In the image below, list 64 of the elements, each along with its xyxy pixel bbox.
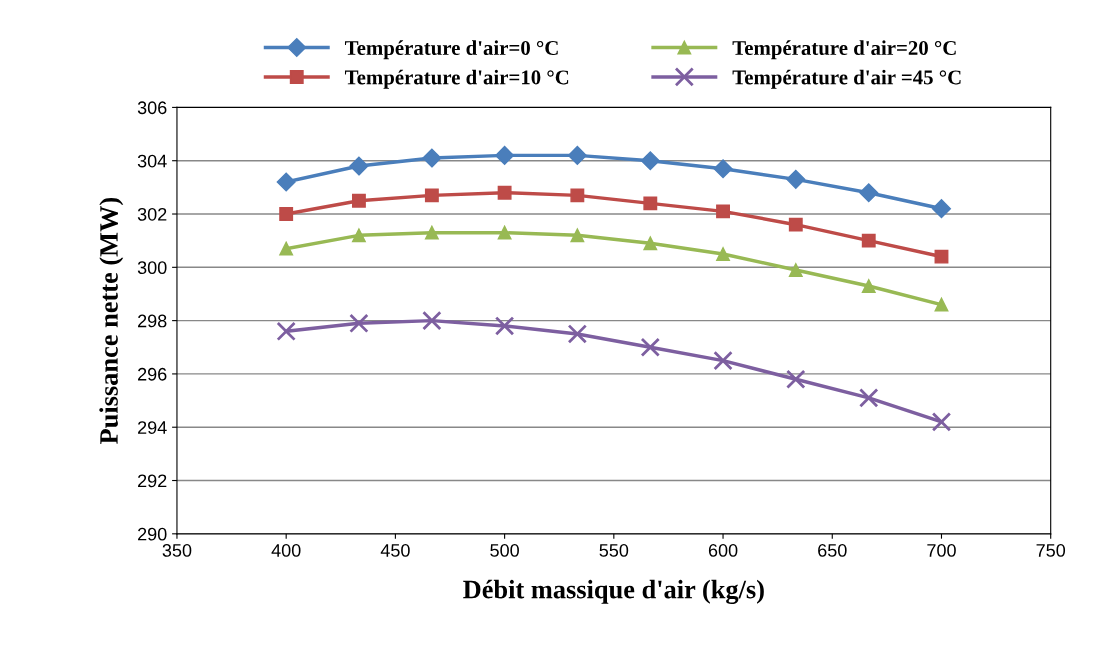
y-tick-label: 304 [137,154,167,168]
x-tick-label: 600 [708,544,738,557]
legend-label: Température d'air=10 °C [345,69,569,89]
y-tick-label: 302 [137,207,167,221]
point [859,183,879,203]
point [424,188,439,203]
y-tick-label: 300 [137,261,167,275]
point [422,148,442,168]
point [497,185,512,200]
point [279,241,294,256]
x-tick-label: 750 [1036,544,1066,557]
x-tick-label: 350 [162,544,192,557]
point [424,225,439,240]
y-tick-label: 290 [138,527,167,541]
y-tick-label: 296 [138,367,167,381]
point [643,196,658,211]
point [786,169,806,189]
point [349,156,369,176]
point [931,412,952,432]
point [351,228,366,243]
y-tick-label: 298 [138,314,167,328]
x-tick-label: 500 [490,544,519,557]
x-tick-label: 400 [271,544,301,557]
point [859,388,879,408]
point [713,159,733,179]
point [788,217,803,232]
point [567,145,587,165]
point [570,188,585,203]
point [497,225,512,240]
point [349,313,369,334]
point [567,324,588,344]
point [351,193,366,208]
point [422,310,442,331]
legend-label: Température d'air=0 °C [345,40,558,60]
point [276,172,296,192]
legend-label: Température d'air=20 °C [732,40,956,60]
point [934,249,949,264]
point [276,321,296,341]
y-tick-label: 294 [138,421,167,434]
x-tick-label: 700 [927,544,956,557]
point [934,297,949,312]
point [931,199,952,219]
point [713,350,733,371]
y-axis-title: Puissance nette (MW) [99,197,124,445]
y-tick-label: 306 [137,101,167,115]
x-tick-label: 650 [818,544,847,557]
point [640,337,661,357]
point [640,151,660,171]
point [861,279,876,293]
point [494,316,515,336]
point [861,233,876,248]
point [716,247,730,261]
point [495,145,515,165]
y-tick-label: 292 [138,474,167,488]
point [716,204,730,219]
x-tick-label: 550 [599,544,629,557]
x-axis-title: Débit massique d'air (kg/s) [463,579,764,604]
x-tick-label: 450 [380,544,410,557]
point [786,369,806,389]
point [788,263,803,277]
point [643,236,658,251]
point [279,207,294,221]
legend-label: Température d'air =45 °C [732,69,961,89]
point [570,228,585,243]
